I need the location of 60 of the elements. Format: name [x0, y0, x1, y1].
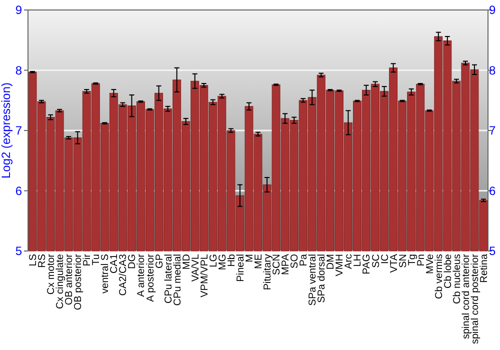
x-tick-label: M [244, 254, 256, 262]
x-tick-label: Pineal [235, 254, 246, 282]
x-tick-label: SPa dorsal [316, 254, 328, 303]
x-tick-label: LG [208, 254, 220, 268]
x-tick-label: SO [290, 254, 301, 268]
y-tick-label: 6 [15, 184, 22, 198]
x-tick-label: Arc [344, 254, 355, 269]
y2-tick-label: 5 [489, 244, 496, 258]
x-tick-label: VPM/VPL [199, 254, 210, 298]
x-tick-label: MPA [280, 254, 292, 275]
x-tick-label: DM [326, 254, 337, 270]
y2-tick-label: 6 [489, 184, 496, 198]
x-tick-label: ME [254, 254, 264, 269]
x-tick-label: A anterior [136, 253, 148, 297]
y-axis-title: Log2 (expression) [0, 82, 13, 179]
x-tick-label: A posterior [145, 253, 156, 302]
x-tick-label: Cb vermis [434, 254, 445, 300]
x-tick-label: GP [154, 254, 166, 268]
x-tick-label: CPu medial [172, 254, 184, 306]
x-tick-label: VA/VL [190, 254, 202, 282]
x-tick-label: CPu lateral [163, 254, 174, 304]
x-tick-label: Tg [406, 254, 418, 266]
x-tick-label: MG [217, 254, 228, 270]
x-tick-label: Cb nucleus [452, 254, 463, 304]
x-tick-label: VTA [388, 254, 400, 273]
y-tick-label: 7 [15, 124, 22, 138]
x-tick-label: ventral S [100, 254, 112, 294]
x-tick-label: Pa [298, 254, 310, 266]
x-tick-label: CA1 [109, 254, 120, 274]
y-tick-label: 8 [15, 63, 22, 78]
x-tick-label: OB anterior [64, 253, 76, 306]
x-tick-label: Cx cingulate [55, 254, 66, 310]
y2-tick-label: 7 [489, 124, 496, 138]
x-tick-label: Cb lobe [442, 254, 454, 288]
x-tick-label: Retina [478, 254, 490, 283]
x-tick-label: SC [370, 254, 382, 268]
x-tick-label: Pn [416, 254, 427, 266]
x-tick-label: Pituitary [262, 254, 274, 290]
x-tick-label: LS [28, 254, 40, 266]
x-tick-label: IC [380, 254, 391, 264]
x-tick-label: CA2/CA3 [118, 254, 130, 296]
x-tick-label: OB posterior [73, 253, 84, 310]
x-tick-label: spinal cord anterior [460, 253, 472, 340]
y-tick-label: 9 [15, 3, 22, 18]
y-tick-label: 5 [15, 244, 22, 258]
y2-tick-label: 8 [489, 63, 496, 78]
x-tick-label: SN [398, 254, 409, 268]
x-tick-label: VMH [334, 254, 346, 276]
x-tick-label: Hb [226, 254, 238, 267]
x-tick-label: Tu [91, 254, 102, 266]
x-tick-label: RS [37, 254, 48, 268]
x-tick-label: spinal cord posterior [470, 253, 481, 344]
x-tick-label: MD [181, 254, 192, 270]
x-tick-label: PAG [362, 254, 373, 274]
x-tick-label: SCN [272, 254, 283, 276]
x-tick-label: DG [127, 254, 138, 269]
x-tick-label: Pir [82, 253, 94, 266]
y2-tick-label: 9 [489, 3, 496, 18]
x-tick-label: LH [352, 254, 364, 267]
x-tick-label: MVe [424, 254, 436, 274]
